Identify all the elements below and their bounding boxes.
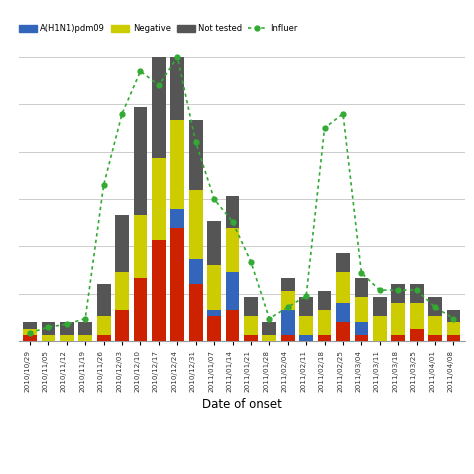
Bar xyxy=(373,297,387,316)
Bar xyxy=(281,278,295,291)
Bar xyxy=(447,322,460,335)
Bar xyxy=(244,316,258,335)
Bar xyxy=(134,278,147,341)
Bar xyxy=(152,240,166,341)
Bar xyxy=(263,335,276,341)
Bar xyxy=(170,228,184,341)
Bar xyxy=(226,310,239,341)
Bar xyxy=(281,335,295,341)
Bar xyxy=(355,322,368,335)
Bar xyxy=(299,316,313,335)
Bar xyxy=(336,272,350,303)
Bar xyxy=(318,291,331,310)
Bar xyxy=(207,221,221,265)
Bar xyxy=(392,284,405,303)
Bar xyxy=(263,322,276,335)
Bar xyxy=(170,120,184,209)
Bar xyxy=(189,120,202,190)
Bar xyxy=(23,328,37,335)
Bar xyxy=(226,228,239,272)
Bar xyxy=(428,335,442,341)
Bar xyxy=(226,196,239,228)
Bar xyxy=(281,291,295,310)
Bar xyxy=(355,278,368,297)
Bar xyxy=(226,272,239,310)
Bar xyxy=(134,108,147,215)
Bar xyxy=(152,158,166,240)
Bar xyxy=(60,322,74,335)
Bar xyxy=(207,265,221,310)
Legend: A(H1N1)pdm09, Negative, Not tested, Influer: A(H1N1)pdm09, Negative, Not tested, Infl… xyxy=(18,24,297,33)
Bar xyxy=(336,303,350,322)
Bar xyxy=(23,322,37,328)
Bar xyxy=(207,310,221,316)
Bar xyxy=(410,303,424,328)
Bar xyxy=(78,335,92,341)
Bar xyxy=(318,310,331,335)
Bar xyxy=(170,38,184,120)
Bar xyxy=(189,259,202,284)
Bar xyxy=(299,297,313,316)
Bar xyxy=(336,322,350,341)
Bar xyxy=(42,335,55,341)
Bar xyxy=(447,335,460,341)
Bar xyxy=(392,303,405,335)
Bar xyxy=(134,215,147,278)
Bar xyxy=(392,335,405,341)
Bar xyxy=(152,57,166,158)
Bar xyxy=(97,316,110,335)
Bar xyxy=(97,284,110,316)
Bar xyxy=(281,310,295,335)
Bar xyxy=(410,328,424,341)
Bar xyxy=(447,310,460,322)
Bar xyxy=(336,253,350,272)
Bar xyxy=(170,209,184,228)
Bar xyxy=(115,272,129,310)
Bar xyxy=(244,335,258,341)
Bar xyxy=(299,335,313,341)
Bar xyxy=(207,316,221,341)
Bar xyxy=(60,335,74,341)
Bar xyxy=(373,316,387,341)
Bar xyxy=(355,297,368,322)
Bar xyxy=(97,335,110,341)
Bar xyxy=(428,316,442,335)
Bar xyxy=(428,297,442,316)
Bar xyxy=(244,297,258,316)
Bar xyxy=(115,215,129,272)
Bar xyxy=(78,322,92,335)
Bar xyxy=(355,335,368,341)
Bar xyxy=(115,310,129,341)
Bar xyxy=(42,322,55,335)
Bar xyxy=(318,335,331,341)
Bar xyxy=(189,284,202,341)
Bar xyxy=(410,284,424,303)
Bar xyxy=(189,190,202,259)
X-axis label: Date of onset: Date of onset xyxy=(202,398,282,411)
Bar xyxy=(23,335,37,341)
